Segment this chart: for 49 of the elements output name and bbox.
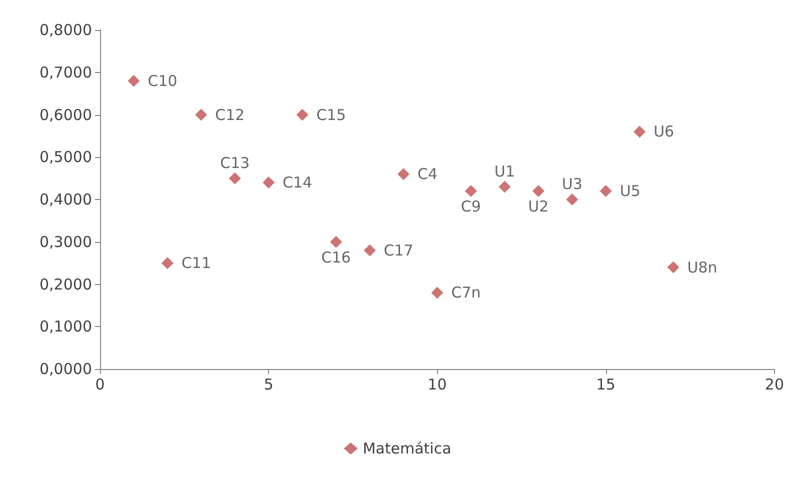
x-tick-label: 0 <box>95 376 105 394</box>
x-tick-label: 10 <box>428 376 447 394</box>
point <box>161 257 174 270</box>
annotation: U8n <box>687 258 718 276</box>
point <box>262 176 275 189</box>
annotation: U2 <box>528 198 549 216</box>
annotation: C11 <box>181 254 212 272</box>
annotation: C10 <box>148 72 178 90</box>
y-tick-label: 0,4000 <box>40 190 92 208</box>
y-tick-label: 0,2000 <box>40 275 92 294</box>
annotation: C13 <box>220 154 250 172</box>
y-tick-label: 0,8000 <box>40 21 92 39</box>
annotation: C12 <box>215 106 245 124</box>
point <box>431 286 444 299</box>
point <box>364 244 376 256</box>
point <box>398 168 410 180</box>
point <box>195 108 208 121</box>
y-tick-label: 0,3000 <box>40 232 92 251</box>
annotation: U5 <box>620 182 640 200</box>
point <box>498 180 511 193</box>
annotation: C15 <box>316 106 346 124</box>
y-tick-label: 0,6000 <box>40 106 92 124</box>
annotation: U3 <box>562 175 582 193</box>
point <box>600 185 612 198</box>
point <box>464 185 477 198</box>
y-tick-label: 0,7000 <box>40 63 92 82</box>
annotation: C16 <box>321 248 351 266</box>
x-tick-label: 20 <box>764 376 784 394</box>
point <box>532 185 544 198</box>
point <box>667 261 680 274</box>
x-tick-label: 5 <box>264 376 274 394</box>
annotation: U1 <box>494 162 515 180</box>
point <box>228 172 241 184</box>
point <box>566 194 578 206</box>
point <box>128 74 140 87</box>
y-tick-label: 0,0000 <box>40 360 92 378</box>
y-tick-label: 0,1000 <box>40 318 92 336</box>
annotation: C4 <box>418 165 438 184</box>
annotation: C7n <box>451 284 481 302</box>
annotation: C14 <box>282 174 312 192</box>
point <box>634 126 646 138</box>
point <box>330 236 342 248</box>
legend-label: Matemática <box>362 440 452 458</box>
y-tick-label: 0,5000 <box>40 148 92 166</box>
annotation: C17 <box>384 241 414 260</box>
annotation: C9 <box>460 198 481 216</box>
annotation: U6 <box>654 122 674 141</box>
x-tick-label: 15 <box>596 376 616 394</box>
point <box>296 108 308 121</box>
